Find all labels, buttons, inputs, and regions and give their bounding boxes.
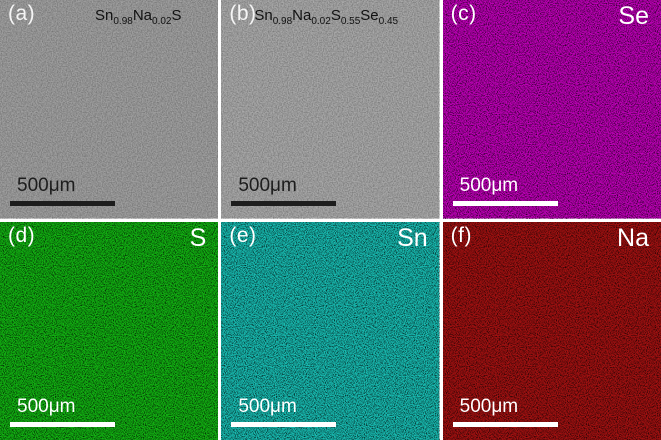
element-symbol: Na — [617, 223, 649, 252]
formula-segment: Sn — [254, 7, 273, 24]
scale-bar — [452, 422, 558, 427]
composition-formula: Sn0.98Na0.02S — [95, 7, 182, 27]
scale-label: 500μm — [459, 396, 519, 417]
scale-label: 500μm — [238, 396, 297, 417]
scale-label: 500μm — [17, 174, 76, 196]
sem-micrograph-a — [0, 0, 219, 219]
micrograph-grain — [0, 0, 219, 219]
eds-map-na — [442, 221, 661, 440]
panel-b: (b) Sn0.98Na0.02S0.55Se0.45 500μm — [221, 0, 440, 219]
panel-label: (c) — [450, 2, 477, 25]
element-symbol: S — [189, 223, 207, 252]
panel-a: (a) Sn0.98Na0.02S 500μm — [0, 0, 219, 219]
panel-e: (e) Sn 500μm — [221, 221, 440, 440]
scale-label: 500μm — [238, 174, 297, 196]
element-symbol: Se — [618, 2, 649, 30]
scale-bar — [10, 200, 115, 206]
panel-label: (b) — [229, 2, 257, 25]
panel-label: (d) — [8, 223, 36, 247]
eds-map-sn — [221, 221, 440, 440]
micrograph-grain — [221, 0, 440, 219]
scale-bar — [452, 200, 558, 206]
map-speckle — [442, 221, 661, 440]
panel-label: (f) — [450, 223, 472, 247]
scale-bar — [231, 200, 337, 206]
formula-subscript: 0.45 — [378, 16, 399, 27]
map-speckle — [221, 221, 440, 440]
eds-map-se — [442, 0, 661, 219]
scale-label: 500μm — [459, 174, 519, 196]
panel-c: (c) Se 500μm — [442, 0, 661, 219]
scale-bar — [231, 422, 337, 427]
formula-segment: S — [330, 7, 341, 24]
eds-map-s — [0, 221, 219, 440]
panel-f: (f) Na 500μm — [442, 221, 661, 440]
composition-formula: Sn0.98Na0.02S0.55Se0.45 — [254, 7, 399, 27]
formula-subscript: 0.02 — [152, 16, 172, 27]
map-speckle — [0, 221, 219, 440]
formula-segment: Na — [292, 7, 312, 24]
formula-subscript: 0.98 — [272, 16, 293, 27]
element-symbol: Sn — [397, 223, 428, 252]
map-speckle — [442, 0, 661, 219]
formula-segment: S — [171, 7, 182, 24]
formula-segment: Na — [132, 7, 153, 24]
formula-segment: Sn — [95, 7, 114, 24]
sem-micrograph-b — [221, 0, 440, 219]
scale-bar — [10, 422, 115, 427]
formula-segment: Se — [360, 7, 379, 24]
panel-label: (e) — [229, 223, 257, 247]
formula-subscript: 0.02 — [311, 16, 331, 27]
panel-d: (d) S 500μm — [0, 221, 219, 440]
panel-label: (a) — [8, 2, 36, 25]
formula-subscript: 0.55 — [340, 16, 361, 27]
scale-label: 500μm — [17, 396, 76, 417]
formula-subscript: 0.98 — [113, 16, 133, 27]
